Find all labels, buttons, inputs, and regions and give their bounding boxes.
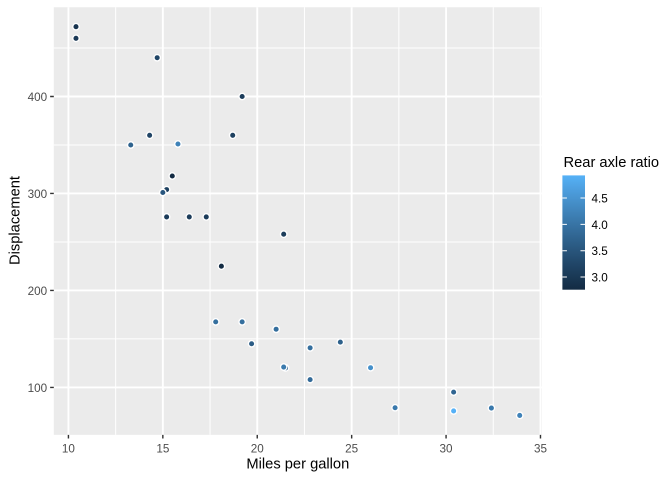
svg-text:200: 200 bbox=[28, 285, 48, 298]
svg-text:100: 100 bbox=[28, 382, 48, 395]
svg-text:10: 10 bbox=[62, 443, 76, 456]
svg-text:Miles per gallon: Miles per gallon bbox=[246, 457, 349, 473]
svg-text:4.5: 4.5 bbox=[592, 193, 609, 206]
svg-text:300: 300 bbox=[28, 188, 48, 201]
svg-text:30: 30 bbox=[440, 443, 454, 456]
svg-text:Displacement: Displacement bbox=[7, 176, 23, 265]
svg-text:20: 20 bbox=[251, 443, 265, 456]
svg-text:400: 400 bbox=[28, 91, 48, 104]
svg-text:3.0: 3.0 bbox=[592, 272, 609, 285]
svg-text:4.0: 4.0 bbox=[592, 219, 609, 232]
svg-text:15: 15 bbox=[156, 443, 170, 456]
svg-text:Rear axle ratio: Rear axle ratio bbox=[564, 155, 660, 171]
svg-text:25: 25 bbox=[345, 443, 359, 456]
svg-text:3.5: 3.5 bbox=[592, 245, 609, 258]
svg-text:35: 35 bbox=[534, 443, 548, 456]
